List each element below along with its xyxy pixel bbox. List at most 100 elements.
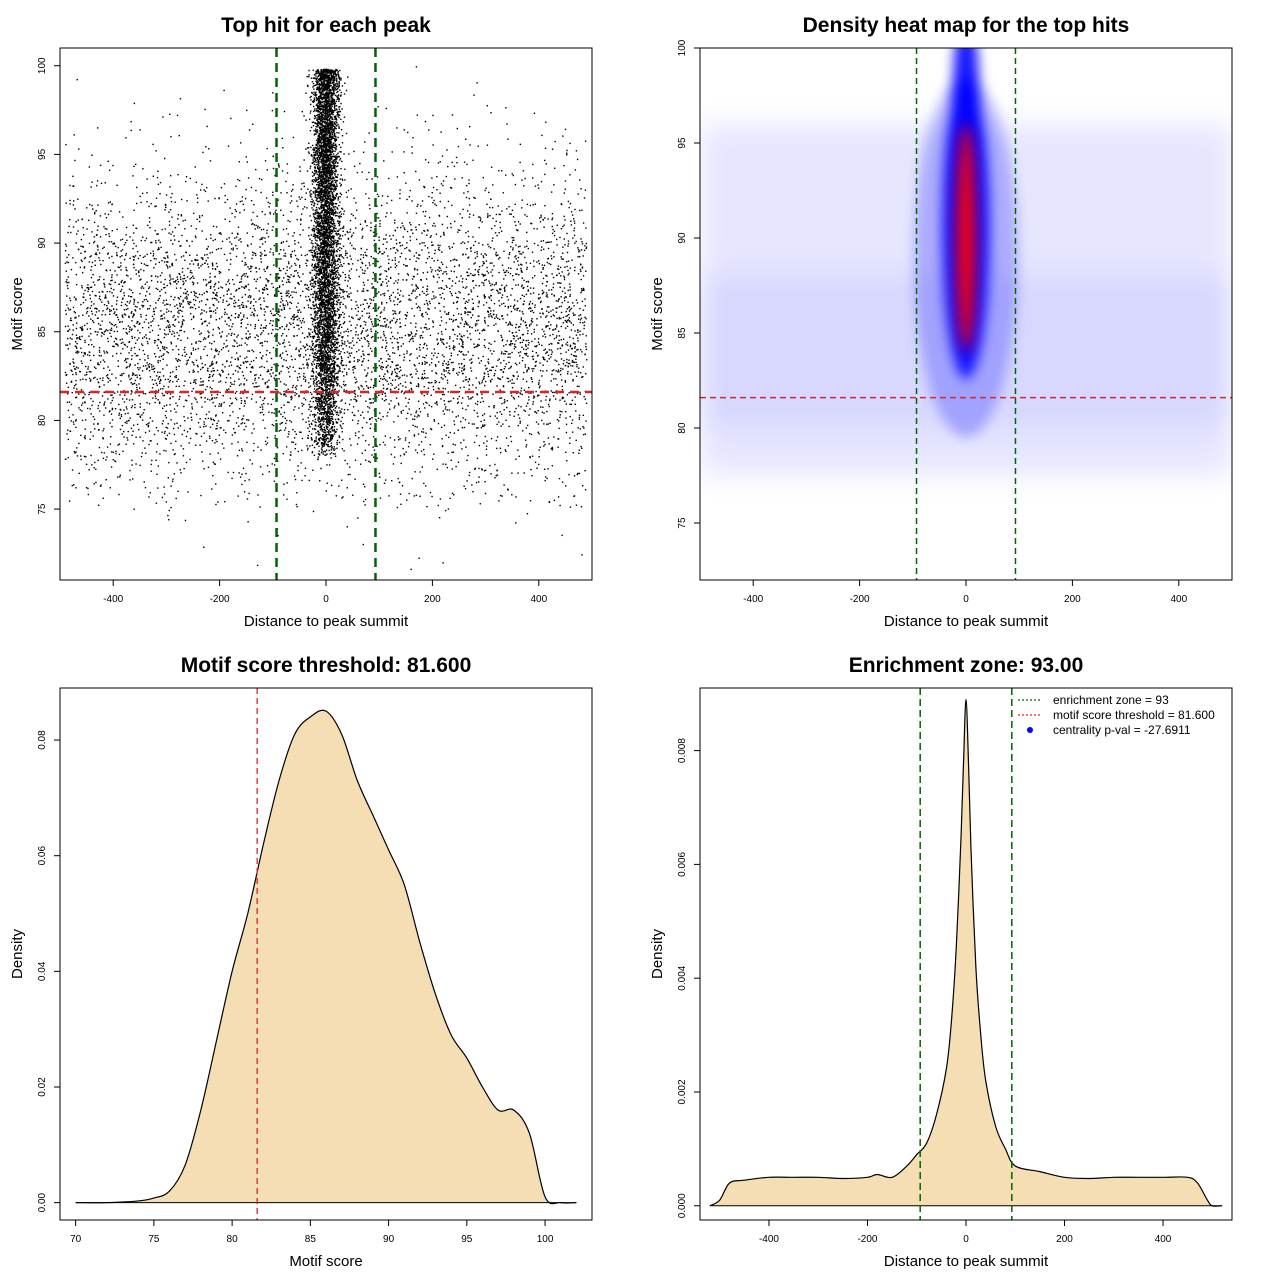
scatter-point	[368, 132, 370, 134]
scatter-point	[464, 312, 466, 315]
scatter-point	[228, 365, 230, 367]
scatter-point	[177, 348, 180, 351]
scatter-point	[129, 378, 131, 381]
scatter-point	[272, 191, 274, 194]
scatter-point	[180, 303, 183, 305]
scatter-point	[430, 394, 432, 396]
scatter-point	[501, 210, 503, 212]
scatter-point	[273, 363, 275, 366]
scatter-point	[425, 311, 427, 314]
scatter-point	[313, 148, 315, 150]
scatter-point	[519, 342, 522, 344]
scatter-point	[91, 343, 93, 346]
scatter-point	[533, 260, 535, 262]
scatter-point	[156, 443, 159, 445]
scatter-point	[79, 370, 81, 373]
scatter-point	[304, 379, 307, 381]
scatter-point	[467, 257, 469, 259]
scatter-point	[191, 343, 193, 345]
scatter-point	[155, 307, 157, 309]
scatter-point	[246, 356, 248, 358]
scatter-point	[552, 228, 554, 231]
scatter-point	[265, 285, 267, 287]
scatter-point	[148, 221, 151, 223]
scatter-point	[284, 417, 286, 420]
scatter-point	[306, 288, 309, 290]
scatter-point	[151, 329, 154, 332]
scatter-point	[108, 235, 111, 238]
scatter-point	[394, 368, 396, 370]
scatter-point	[251, 257, 253, 260]
scatter-point	[408, 294, 410, 297]
scatter-point	[502, 269, 505, 271]
scatter-point	[508, 253, 511, 256]
scatter-point	[351, 347, 353, 349]
scatter-point	[131, 434, 133, 437]
scatter-point	[173, 473, 176, 475]
scatter-point	[408, 398, 410, 401]
scatter-point	[557, 446, 559, 448]
scatter-point	[476, 82, 478, 84]
scatter-point	[209, 386, 211, 388]
scatter-point	[142, 304, 145, 307]
scatter-point	[499, 397, 501, 400]
scatter-point	[443, 413, 446, 415]
scatter-point	[212, 373, 215, 376]
scatter-point	[254, 228, 256, 230]
scatter-point	[471, 308, 474, 311]
scatter-point	[213, 286, 215, 288]
scatter-point	[333, 377, 335, 380]
scatter-point	[415, 260, 417, 263]
scatter-point	[462, 346, 464, 349]
scatter-point	[281, 170, 284, 172]
scatter-point	[238, 472, 240, 474]
scatter-point	[511, 351, 513, 354]
scatter-point	[128, 328, 131, 330]
scatter-point	[81, 260, 83, 263]
scatter-point	[221, 363, 224, 366]
scatter-point	[527, 347, 529, 350]
scatter-point	[73, 362, 75, 364]
scatter-point	[387, 358, 390, 360]
scatter-point	[356, 443, 359, 445]
scatter-point	[585, 373, 587, 375]
scatter-point	[520, 253, 523, 255]
scatter-point	[507, 445, 509, 447]
scatter-point	[118, 266, 121, 269]
scatter-point	[245, 366, 248, 369]
scatter-point	[140, 201, 142, 204]
scatter-point	[419, 411, 422, 413]
scatter-point	[65, 458, 67, 460]
scatter-point	[125, 254, 127, 257]
scatter-point	[233, 428, 235, 430]
scatter-point	[274, 435, 276, 437]
scatter-point	[325, 413, 327, 415]
scatter-point	[430, 241, 433, 243]
scatter-point	[553, 315, 556, 317]
scatter-point	[184, 228, 186, 230]
scatter-point	[408, 492, 410, 495]
scatter-point	[509, 323, 512, 326]
scatter-point	[297, 302, 299, 304]
scatter-point	[309, 391, 312, 394]
scatter-point	[118, 412, 121, 415]
scatter-point	[221, 287, 224, 289]
scatter-point	[379, 223, 381, 225]
scatter-point	[415, 238, 418, 241]
scatter-point	[332, 422, 335, 424]
scatter-point	[149, 293, 151, 295]
scatter-point	[237, 179, 239, 181]
scatter-point	[209, 287, 212, 290]
scatter-point	[305, 364, 308, 366]
scatter-point	[339, 334, 341, 337]
scatter-point	[546, 294, 548, 296]
scatter-point	[93, 418, 96, 421]
scatter-point	[157, 361, 159, 364]
scatter-point	[422, 315, 424, 318]
scatter-point	[81, 329, 84, 332]
scatter-point	[444, 388, 447, 390]
scatter-point	[556, 244, 558, 246]
scatter-point	[352, 369, 354, 371]
scatter-point	[162, 116, 164, 118]
scatter-point	[292, 184, 294, 186]
